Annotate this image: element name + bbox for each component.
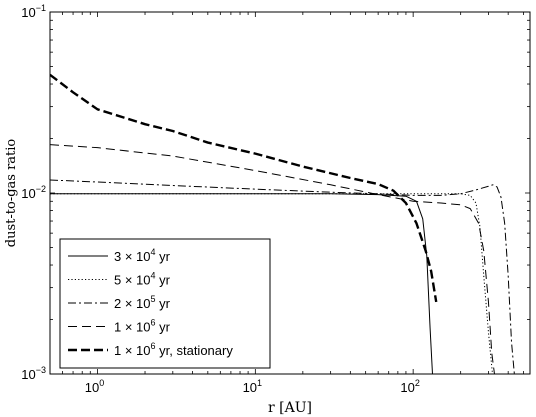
- y-axis-label: dust-to-gas ratio: [4, 139, 19, 248]
- series-line-5: [50, 73, 438, 303]
- plot-lines: [50, 73, 515, 374]
- x-tick-label: 100: [85, 378, 104, 395]
- legend-label-3: 2 × 105 yr: [114, 294, 171, 311]
- series-line-1: [50, 193, 433, 374]
- legend-label-1: 3 × 104 yr: [114, 247, 171, 264]
- series-line-3: [50, 179, 515, 374]
- y-tick-label: 10−1: [21, 3, 46, 20]
- tick-labels: 100 101 102 10−3 10−2 10−1: [21, 3, 420, 395]
- series-line-2: [50, 193, 493, 374]
- ticks: [49, 11, 530, 375]
- legend-label-5: 1 × 106 yr, stationary: [114, 341, 233, 358]
- legend-label-2: 5 × 104 yr: [114, 271, 171, 288]
- y-tick-label: 10−3: [21, 365, 46, 382]
- legend: 3 × 104 yr 5 × 104 yr 2 × 105 yr 1 × 106 yr…: [59, 238, 271, 369]
- legend-label-4: 1 × 106 yr: [114, 318, 171, 335]
- x-axis-label: r [AU]: [268, 400, 312, 416]
- y-tick-label: 10−2: [21, 184, 46, 201]
- x-tick-label: 101: [243, 378, 262, 395]
- x-tick-label: 102: [400, 378, 419, 395]
- series-line-4: [50, 144, 495, 374]
